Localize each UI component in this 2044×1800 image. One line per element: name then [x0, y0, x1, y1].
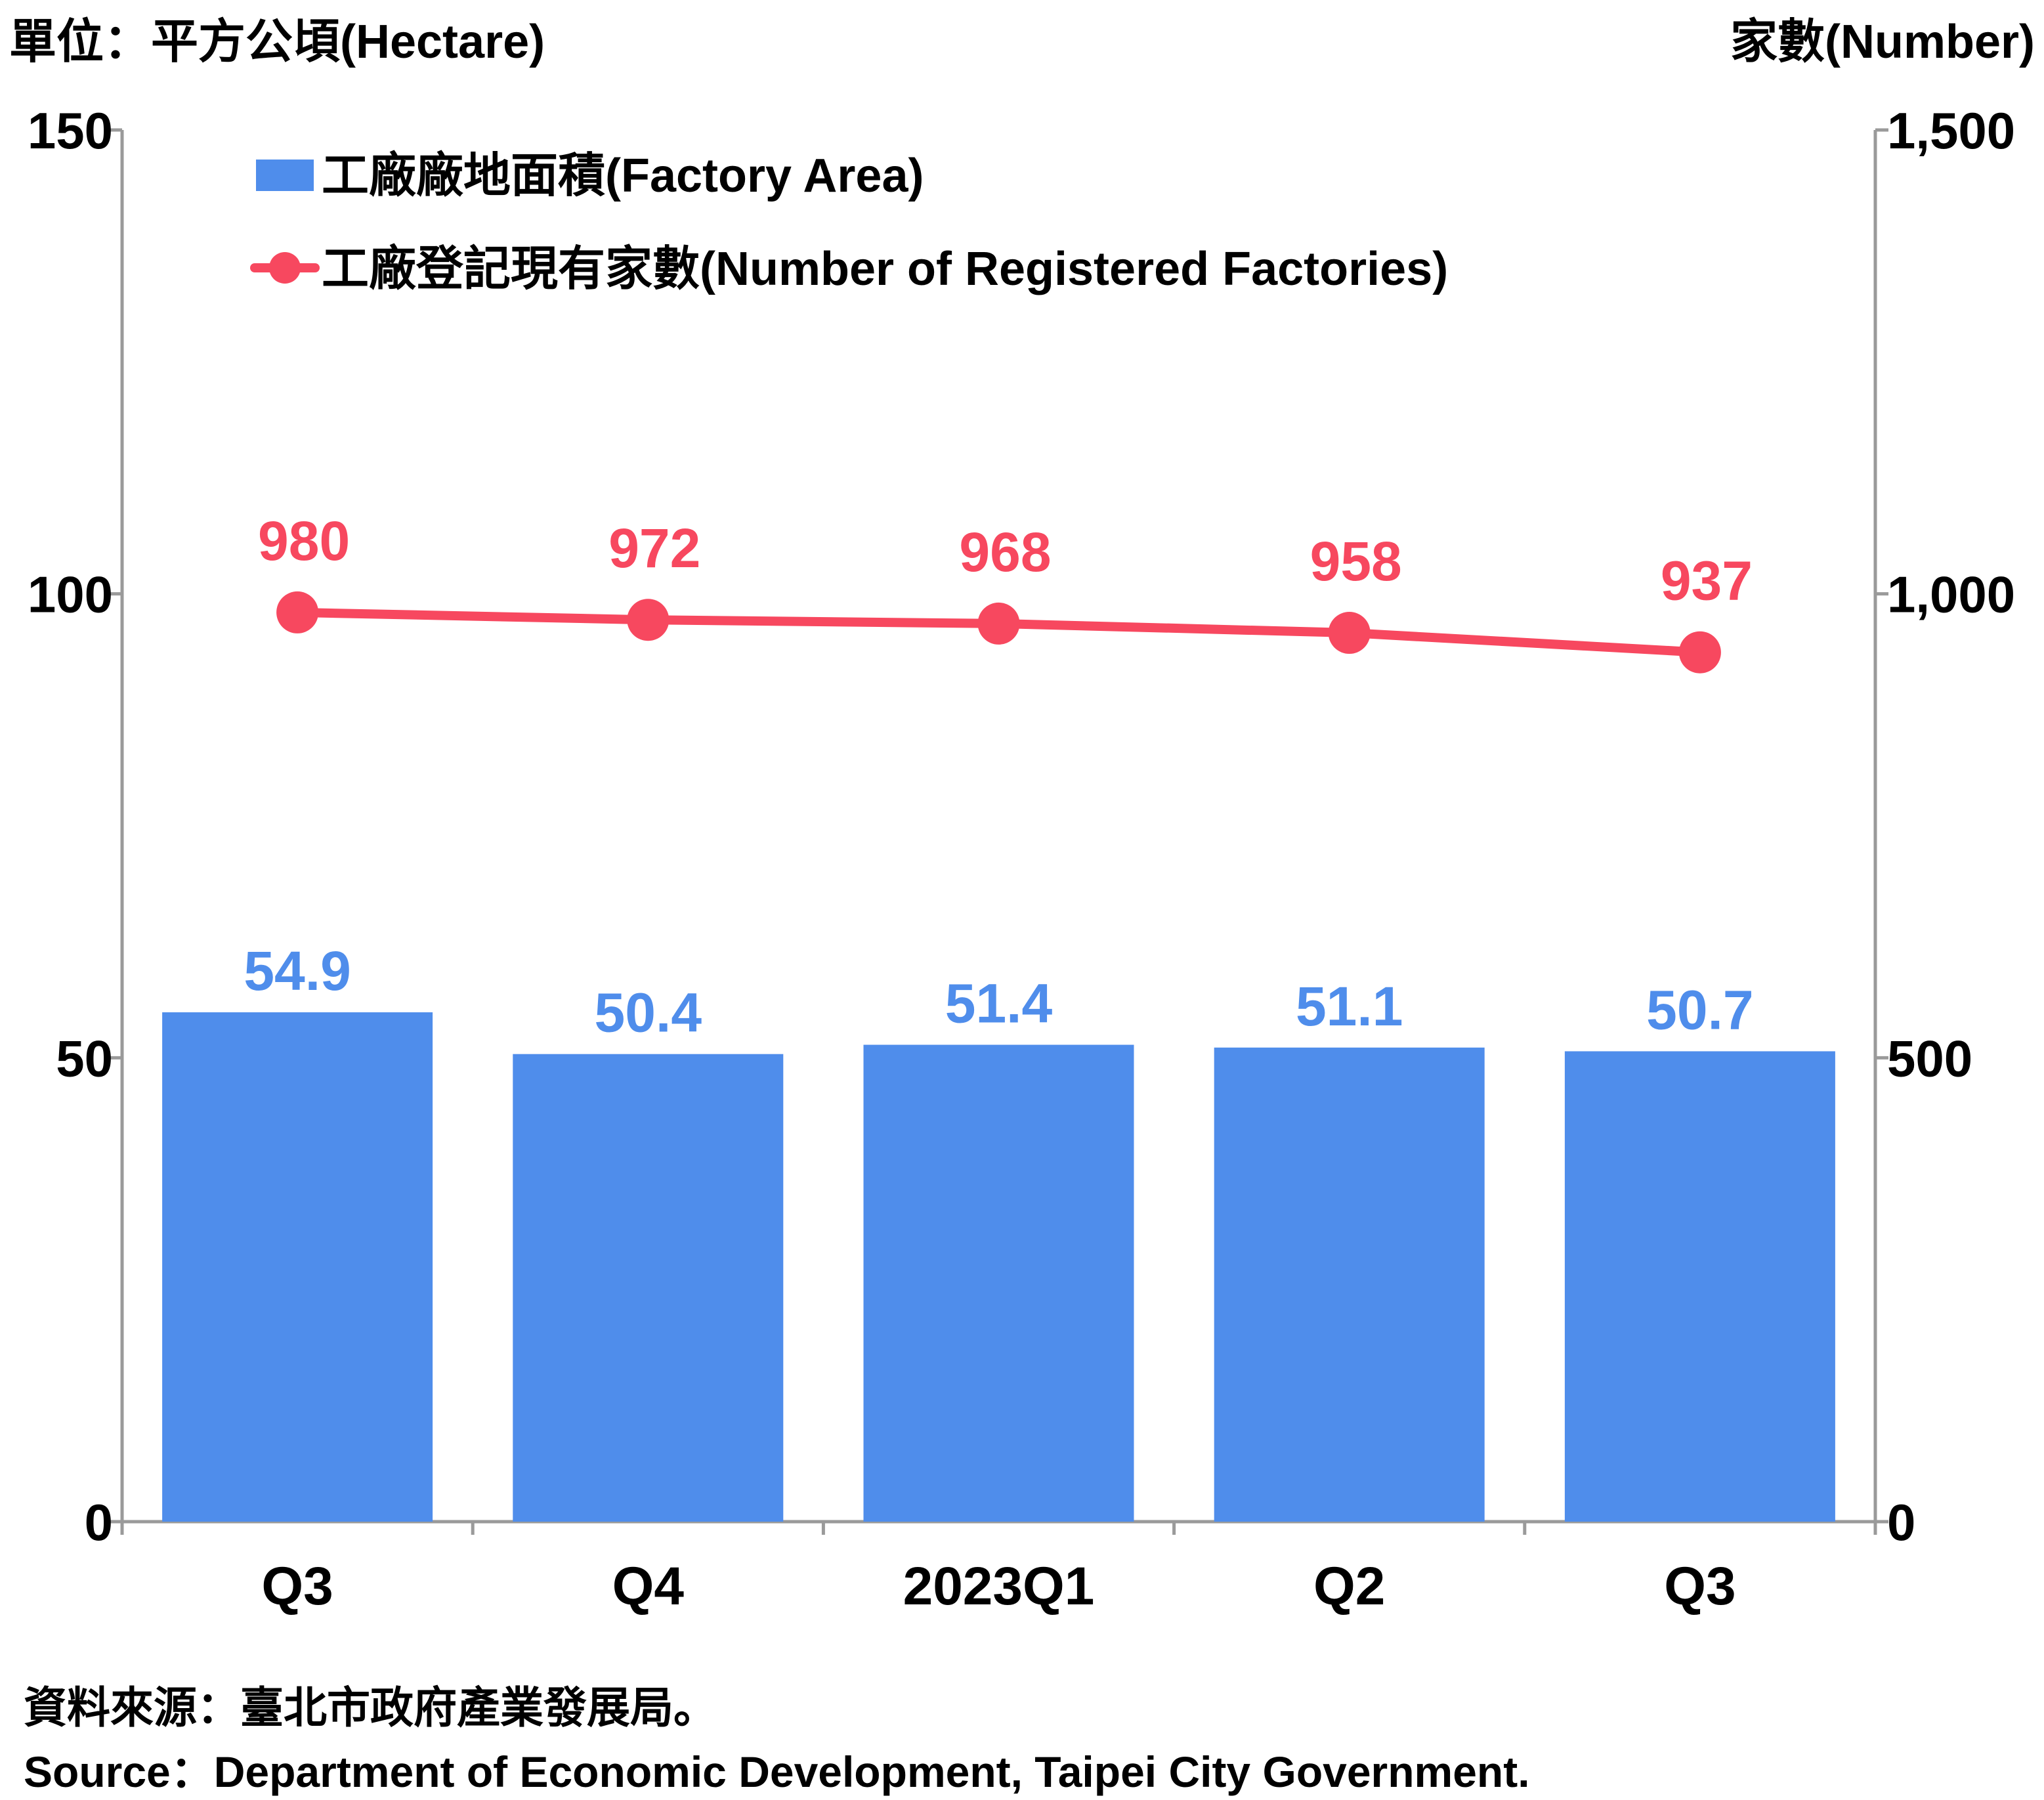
line-point [1678, 631, 1721, 674]
left-tick-label: 0 [85, 1493, 113, 1551]
source-en: Source：Department of Economic Developmen… [24, 1747, 1530, 1796]
right-tick-label: 500 [1887, 1029, 1972, 1087]
bar-data-label: 50.4 [595, 982, 702, 1044]
line-point [627, 599, 670, 641]
category-label: Q2 [1313, 1556, 1385, 1616]
line-data-labels: 980 972 968 958 937 [258, 510, 1753, 612]
bar-data-label: 54.9 [244, 940, 351, 1002]
bar-data-label: 51.1 [1296, 975, 1403, 1037]
right-axis-ticks: 0 500 1,000 1,500 [1875, 102, 2015, 1551]
left-axis-ticks: 0 50 100 150 [28, 102, 122, 1551]
bar-data-label: 51.4 [945, 973, 1053, 1035]
line-point [977, 602, 1020, 645]
left-tick-label: 150 [28, 102, 113, 160]
category-label: Q3 [261, 1556, 333, 1616]
line-point [1328, 612, 1371, 654]
x-axis-ticks [120, 1522, 1877, 1535]
line-data-label: 980 [258, 510, 350, 572]
bar [863, 1044, 1134, 1522]
legend: 工廠廠地面積(Factory Area) 工廠登記現有家數(Number of … [250, 150, 1448, 295]
legend-bar-label: 工廠廠地面積(Factory Area) [322, 150, 924, 202]
legend-line-marker [269, 252, 301, 284]
right-tick-label: 1,500 [1887, 102, 2015, 160]
bar [513, 1054, 784, 1522]
left-tick-label: 50 [56, 1029, 113, 1087]
bar-data-labels: 54.9 50.4 51.4 51.1 50.7 [244, 940, 1753, 1044]
line-data-label: 968 [959, 521, 1051, 583]
left-tick-label: 100 [28, 566, 113, 624]
bar [1214, 1047, 1485, 1522]
bar-data-label: 50.7 [1646, 979, 1754, 1040]
line-series [276, 591, 1721, 674]
line-point [276, 591, 319, 633]
line-data-label: 937 [1661, 550, 1753, 612]
line-data-label: 958 [1310, 530, 1402, 592]
legend-bar-swatch [256, 160, 314, 191]
category-labels: Q3 Q4 2023Q1 Q2 Q3 [261, 1556, 1735, 1616]
right-axis-title: 家數(Number) [1730, 16, 2035, 68]
left-axis-title: 單位：平方公頃(Hectare) [9, 16, 545, 68]
bar [162, 1012, 433, 1522]
bar [1564, 1051, 1835, 1522]
legend-line-label: 工廠登記現有家數(Number of Registered Factories) [322, 243, 1448, 295]
category-label: 2023Q1 [903, 1556, 1095, 1616]
right-tick-label: 0 [1887, 1493, 1915, 1551]
category-label: Q4 [612, 1556, 685, 1616]
right-tick-label: 1,000 [1887, 566, 2015, 624]
source-zh: 資料來源：臺北市政府產業發展局。 [24, 1683, 717, 1732]
bar-series [162, 1012, 1835, 1522]
category-label: Q3 [1664, 1556, 1735, 1616]
line-data-label: 972 [608, 517, 700, 579]
